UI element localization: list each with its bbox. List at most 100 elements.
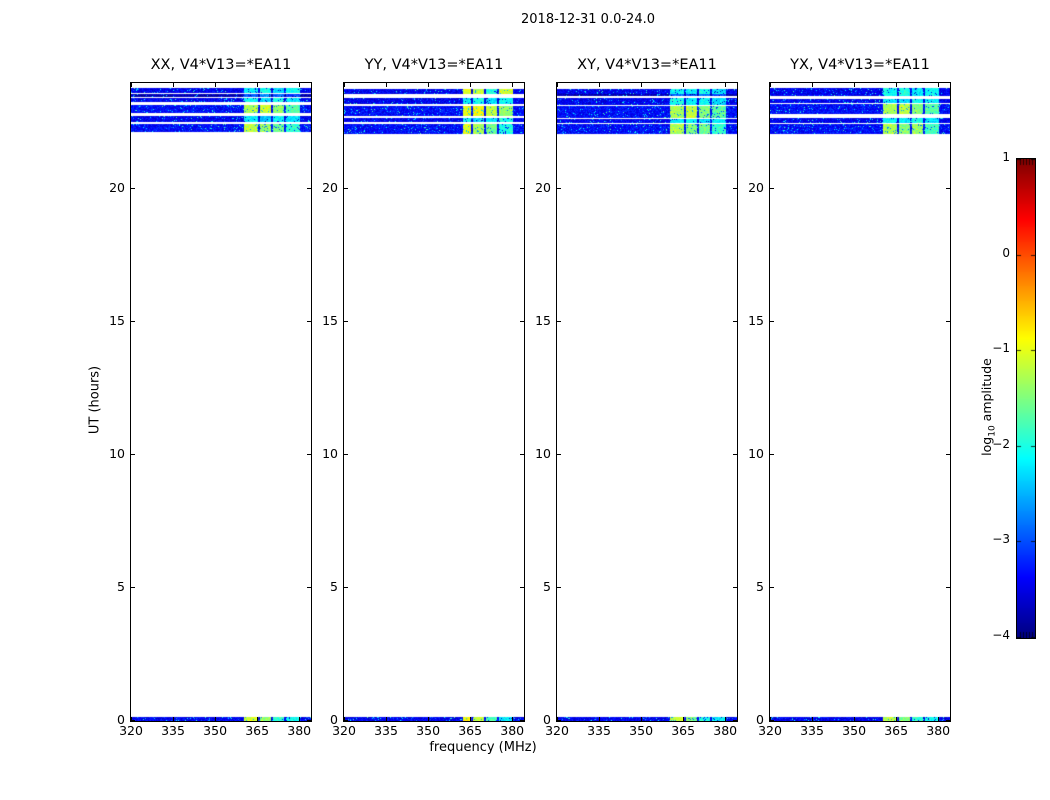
x-tick-label: 335 bbox=[156, 723, 190, 738]
x-tick-mark bbox=[683, 717, 684, 721]
x-tick-mark bbox=[512, 83, 513, 87]
colorbar-label-subscript: 10 bbox=[987, 425, 997, 436]
y-tick-mark bbox=[557, 188, 561, 189]
x-tick-mark bbox=[299, 717, 300, 721]
y-tick-mark bbox=[344, 188, 348, 189]
y-tick-mark bbox=[344, 587, 348, 588]
x-tick-mark bbox=[896, 717, 897, 721]
x-tick-mark bbox=[599, 717, 600, 721]
y-tick-mark bbox=[131, 587, 135, 588]
colorbar-tick-label: −3 bbox=[975, 532, 1010, 546]
x-tick-label: 350 bbox=[624, 723, 658, 738]
x-tick-mark bbox=[770, 83, 771, 87]
y-tick-mark bbox=[131, 454, 135, 455]
colorbar-tick-label: −1 bbox=[975, 341, 1010, 355]
y-tick-label: 10 bbox=[727, 446, 764, 461]
y-tick-label: 5 bbox=[514, 579, 551, 594]
y-tick-mark bbox=[770, 321, 774, 322]
x-tick-mark bbox=[938, 717, 939, 721]
y-tick-mark bbox=[770, 188, 774, 189]
x-tick-label: 350 bbox=[198, 723, 232, 738]
x-tick-mark bbox=[257, 83, 258, 87]
colorbar-tick-label: 0 bbox=[975, 246, 1010, 260]
x-tick-mark bbox=[641, 717, 642, 721]
x-tick-mark bbox=[386, 83, 387, 87]
y-tick-label: 15 bbox=[727, 313, 764, 328]
y-tick-label: 20 bbox=[88, 180, 125, 195]
colorbar-tick-label: 1 bbox=[975, 150, 1010, 164]
x-tick-label: 335 bbox=[795, 723, 829, 738]
x-tick-mark bbox=[812, 83, 813, 87]
x-tick-label: 380 bbox=[921, 723, 955, 738]
y-tick-mark bbox=[946, 188, 950, 189]
x-tick-label: 350 bbox=[411, 723, 445, 738]
plot-area-xx bbox=[130, 82, 312, 722]
colorbar-tick-label: −2 bbox=[975, 437, 1010, 451]
y-tick-mark bbox=[131, 720, 135, 721]
y-tick-label: 5 bbox=[301, 579, 338, 594]
x-tick-label: 335 bbox=[582, 723, 616, 738]
y-tick-label: 0 bbox=[514, 712, 551, 727]
x-tick-mark bbox=[215, 83, 216, 87]
figure: 2018-12-31 0.0-24.0 UT (hours) frequency… bbox=[0, 0, 1050, 800]
x-tick-mark bbox=[428, 83, 429, 87]
y-tick-label: 15 bbox=[301, 313, 338, 328]
x-tick-label: 365 bbox=[666, 723, 700, 738]
y-tick-label: 0 bbox=[301, 712, 338, 727]
panel-yy: YY, V4*V13=*EA11 320 335 350 365 380 0 5 10 15 20 bbox=[343, 82, 523, 720]
y-tick-mark bbox=[557, 321, 561, 322]
x-tick-label: 365 bbox=[240, 723, 274, 738]
plot-area-yy bbox=[343, 82, 525, 722]
y-tick-mark bbox=[131, 188, 135, 189]
y-tick-mark bbox=[946, 321, 950, 322]
x-tick-mark bbox=[344, 83, 345, 87]
y-tick-label: 10 bbox=[514, 446, 551, 461]
y-tick-mark bbox=[946, 587, 950, 588]
panel-yx: YX, V4*V13=*EA11 320 335 350 365 380 0 5 10 15 20 bbox=[769, 82, 949, 720]
y-tick-label: 0 bbox=[88, 712, 125, 727]
x-tick-mark bbox=[683, 83, 684, 87]
y-tick-mark bbox=[344, 454, 348, 455]
x-tick-mark bbox=[812, 717, 813, 721]
x-tick-mark bbox=[428, 717, 429, 721]
y-tick-mark bbox=[131, 321, 135, 322]
y-tick-mark bbox=[946, 720, 950, 721]
x-tick-mark bbox=[173, 83, 174, 87]
x-tick-label: 350 bbox=[837, 723, 871, 738]
figure-title: 2018-12-31 0.0-24.0 bbox=[521, 12, 655, 27]
y-tick-label: 5 bbox=[727, 579, 764, 594]
colorbar bbox=[1016, 158, 1036, 639]
plot-area-xy bbox=[556, 82, 738, 722]
y-tick-mark bbox=[344, 720, 348, 721]
panel-title-xx: XX, V4*V13=*EA11 bbox=[130, 57, 312, 73]
x-tick-mark bbox=[215, 717, 216, 721]
x-tick-mark bbox=[470, 717, 471, 721]
y-tick-label: 15 bbox=[88, 313, 125, 328]
panel-title-yy: YY, V4*V13=*EA11 bbox=[343, 57, 525, 73]
y-tick-mark bbox=[344, 321, 348, 322]
x-tick-mark bbox=[938, 83, 939, 87]
y-tick-mark bbox=[770, 454, 774, 455]
x-tick-mark bbox=[599, 83, 600, 87]
x-axis-label: frequency (MHz) bbox=[429, 740, 536, 755]
x-tick-mark bbox=[725, 717, 726, 721]
x-tick-mark bbox=[257, 717, 258, 721]
y-tick-mark bbox=[770, 587, 774, 588]
panel-xx: XX, V4*V13=*EA11 320 335 350 365 380 0 5 10 15 20 bbox=[130, 82, 310, 720]
x-tick-mark bbox=[512, 717, 513, 721]
y-tick-mark bbox=[557, 454, 561, 455]
x-tick-label: 335 bbox=[369, 723, 403, 738]
x-tick-mark bbox=[896, 83, 897, 87]
x-tick-mark bbox=[173, 717, 174, 721]
x-tick-mark bbox=[470, 83, 471, 87]
x-tick-mark bbox=[641, 83, 642, 87]
y-tick-label: 20 bbox=[514, 180, 551, 195]
x-tick-mark bbox=[725, 83, 726, 87]
y-tick-label: 20 bbox=[727, 180, 764, 195]
x-tick-mark bbox=[299, 83, 300, 87]
panel-title-xy: XY, V4*V13=*EA11 bbox=[556, 57, 738, 73]
y-tick-label: 15 bbox=[514, 313, 551, 328]
y-tick-label: 0 bbox=[727, 712, 764, 727]
y-tick-mark bbox=[770, 720, 774, 721]
plot-area-yx bbox=[769, 82, 951, 722]
